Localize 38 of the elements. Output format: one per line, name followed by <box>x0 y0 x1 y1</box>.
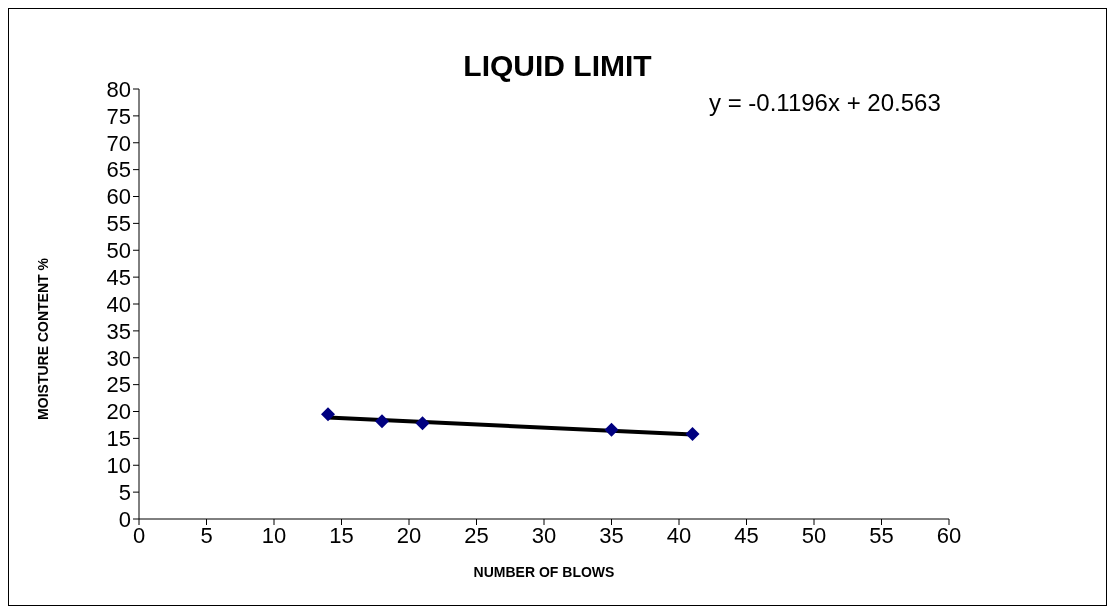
y-tick-label: 70 <box>106 130 131 156</box>
x-tick-label: 25 <box>464 522 489 548</box>
y-tick-label: 35 <box>106 318 131 344</box>
y-axis-title: MOISTURE CONTENT % <box>35 258 51 420</box>
x-tick-label: 30 <box>531 522 557 548</box>
y-tick-label: 30 <box>106 345 131 371</box>
point <box>375 414 389 429</box>
y-tick-label: 60 <box>106 184 131 210</box>
y-tick-label: 80 <box>106 76 131 102</box>
x-tick-label: 20 <box>396 522 422 548</box>
point <box>321 407 335 422</box>
y-tick-label: 20 <box>106 399 131 425</box>
x-tick-label: 35 <box>599 522 624 548</box>
y-tick-label: 45 <box>106 264 131 290</box>
x-tick-label: 45 <box>734 522 759 548</box>
y-tick-label: 5 <box>118 479 131 505</box>
y-tick-label: 25 <box>106 372 131 398</box>
y-tick-label: 0 <box>118 506 131 532</box>
y-tick-label: 65 <box>106 157 131 183</box>
y-tick-label: 10 <box>106 453 131 479</box>
x-tick-label: 5 <box>200 522 213 548</box>
x-tick-label: 50 <box>801 522 827 548</box>
x-tick-label: 40 <box>666 522 692 548</box>
point <box>415 416 430 431</box>
x-tick-label: 10 <box>261 522 287 548</box>
y-tick-label: 15 <box>106 426 131 452</box>
point <box>685 427 700 442</box>
y-tick-label: 75 <box>106 103 131 129</box>
y-tick-label: 40 <box>106 291 131 317</box>
y-tick-label: 55 <box>106 211 131 237</box>
annotation: y = -0.1196x + 20.563 <box>709 89 941 117</box>
chart-title: LIQUID LIMIT <box>463 49 652 82</box>
point <box>604 422 619 437</box>
x-axis-title: NUMBER OF BLOWS <box>473 564 615 580</box>
x-tick-label: 15 <box>329 522 354 548</box>
x-tick-label: 55 <box>869 522 894 548</box>
x-tick-label: 60 <box>936 522 962 548</box>
y-tick-label: 50 <box>106 238 131 264</box>
